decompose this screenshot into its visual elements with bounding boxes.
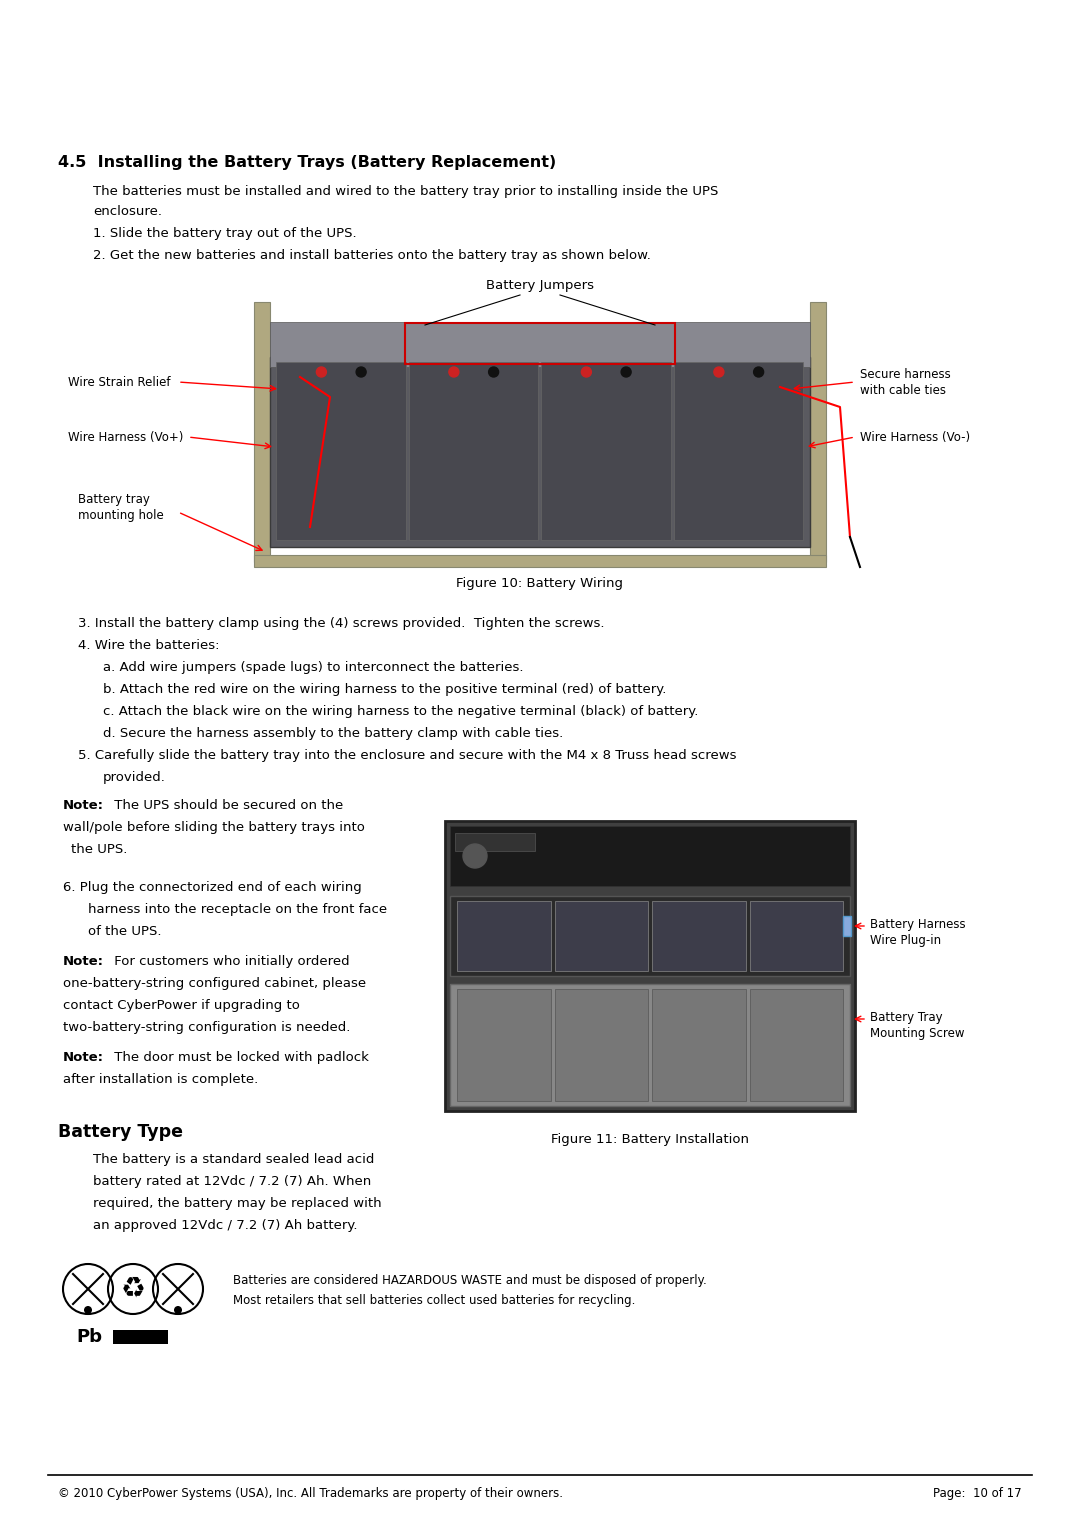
Text: Battery Tray: Battery Tray — [870, 1011, 943, 1025]
Text: Mounting Screw: Mounting Screw — [870, 1028, 964, 1040]
Circle shape — [463, 844, 487, 867]
FancyBboxPatch shape — [270, 357, 810, 547]
Text: Wire Plug-in: Wire Plug-in — [870, 935, 941, 947]
Text: Figure 10: Battery Wiring: Figure 10: Battery Wiring — [457, 577, 623, 589]
Text: a. Add wire jumpers (spade lugs) to interconnect the batteries.: a. Add wire jumpers (spade lugs) to inte… — [103, 661, 524, 673]
Text: Most retailers that sell batteries collect used batteries for recycling.: Most retailers that sell batteries colle… — [233, 1293, 635, 1307]
Text: 4. Wire the batteries:: 4. Wire the batteries: — [78, 638, 219, 652]
FancyBboxPatch shape — [843, 916, 851, 936]
Text: Battery Type: Battery Type — [58, 1122, 183, 1141]
FancyBboxPatch shape — [276, 362, 405, 541]
Text: of the UPS.: of the UPS. — [87, 925, 162, 938]
FancyBboxPatch shape — [270, 322, 810, 366]
FancyBboxPatch shape — [750, 989, 843, 1101]
Text: mounting hole: mounting hole — [78, 508, 164, 522]
FancyBboxPatch shape — [254, 554, 826, 567]
Text: with cable ties: with cable ties — [860, 383, 946, 397]
Text: Batteries are considered HAZARDOUS WASTE and must be disposed of properly.: Batteries are considered HAZARDOUS WASTE… — [233, 1274, 706, 1287]
Text: © 2010 CyberPower Systems (USA), Inc. All Trademarks are property of their owner: © 2010 CyberPower Systems (USA), Inc. Al… — [58, 1487, 563, 1500]
FancyBboxPatch shape — [457, 989, 551, 1101]
FancyBboxPatch shape — [457, 901, 551, 971]
Text: an approved 12Vdc / 7.2 (7) Ah battery.: an approved 12Vdc / 7.2 (7) Ah battery. — [93, 1219, 357, 1232]
Circle shape — [754, 366, 764, 377]
Text: Battery Harness: Battery Harness — [870, 918, 966, 931]
Circle shape — [581, 366, 592, 377]
Text: provided.: provided. — [103, 771, 166, 783]
Text: Figure 11: Battery Installation: Figure 11: Battery Installation — [551, 1133, 750, 1145]
FancyBboxPatch shape — [554, 901, 648, 971]
Text: Battery tray: Battery tray — [78, 493, 150, 505]
Text: enclosure.: enclosure. — [93, 205, 162, 218]
FancyBboxPatch shape — [455, 834, 535, 851]
Text: The door must be locked with padlock: The door must be locked with padlock — [110, 1051, 369, 1064]
FancyBboxPatch shape — [254, 302, 270, 562]
Text: Wire Strain Relief: Wire Strain Relief — [68, 376, 171, 388]
FancyBboxPatch shape — [750, 901, 843, 971]
FancyBboxPatch shape — [674, 362, 804, 541]
Text: The battery is a standard sealed lead acid: The battery is a standard sealed lead ac… — [93, 1153, 375, 1167]
Text: Secure harness: Secure harness — [860, 368, 950, 380]
Text: 3. Install the battery clamp using the (4) screws provided.  Tighten the screws.: 3. Install the battery clamp using the (… — [78, 617, 605, 631]
Circle shape — [316, 366, 326, 377]
Text: Wire Harness (Vo-): Wire Harness (Vo-) — [860, 431, 970, 443]
Text: Battery Jumpers: Battery Jumpers — [486, 279, 594, 292]
Text: two-battery-string configuration is needed.: two-battery-string configuration is need… — [63, 1022, 350, 1034]
Text: d. Secure the harness assembly to the battery clamp with cable ties.: d. Secure the harness assembly to the ba… — [103, 727, 564, 741]
Text: wall/pole before sliding the battery trays into: wall/pole before sliding the battery tra… — [63, 822, 365, 834]
FancyBboxPatch shape — [445, 822, 855, 1112]
Text: Pb: Pb — [76, 1328, 102, 1345]
Text: 4.5  Installing the Battery Trays (Battery Replacement): 4.5 Installing the Battery Trays (Batter… — [58, 156, 556, 169]
FancyBboxPatch shape — [450, 826, 850, 886]
Text: required, the battery may be replaced with: required, the battery may be replaced wi… — [93, 1197, 381, 1209]
FancyBboxPatch shape — [408, 362, 538, 541]
Circle shape — [621, 366, 631, 377]
FancyBboxPatch shape — [450, 983, 850, 1106]
Text: harness into the receptacle on the front face: harness into the receptacle on the front… — [87, 902, 387, 916]
Text: The UPS should be secured on the: The UPS should be secured on the — [110, 799, 343, 812]
Text: 6. Plug the connectorized end of each wiring: 6. Plug the connectorized end of each wi… — [63, 881, 362, 893]
Text: 2. Get the new batteries and install batteries onto the battery tray as shown be: 2. Get the new batteries and install bat… — [93, 249, 651, 263]
Text: For customers who initially ordered: For customers who initially ordered — [110, 954, 350, 968]
Text: contact CyberPower if upgrading to: contact CyberPower if upgrading to — [63, 999, 300, 1012]
FancyBboxPatch shape — [450, 896, 850, 976]
Circle shape — [488, 366, 499, 377]
Text: Note:: Note: — [63, 799, 104, 812]
Text: battery rated at 12Vdc / 7.2 (7) Ah. When: battery rated at 12Vdc / 7.2 (7) Ah. Whe… — [93, 1174, 372, 1188]
Text: The batteries must be installed and wired to the battery tray prior to installin: The batteries must be installed and wire… — [93, 185, 718, 199]
Circle shape — [449, 366, 459, 377]
FancyBboxPatch shape — [554, 989, 648, 1101]
FancyBboxPatch shape — [652, 901, 745, 971]
Text: after installation is complete.: after installation is complete. — [63, 1073, 258, 1086]
FancyBboxPatch shape — [113, 1330, 168, 1344]
Circle shape — [356, 366, 366, 377]
Text: Wire Harness (Vo+): Wire Harness (Vo+) — [68, 431, 184, 443]
Text: the UPS.: the UPS. — [71, 843, 127, 857]
Text: 5. Carefully slide the battery tray into the enclosure and secure with the M4 x : 5. Carefully slide the battery tray into… — [78, 750, 737, 762]
Text: Page:  10 of 17: Page: 10 of 17 — [933, 1487, 1022, 1500]
Circle shape — [84, 1306, 92, 1315]
FancyBboxPatch shape — [541, 362, 671, 541]
FancyBboxPatch shape — [652, 989, 745, 1101]
FancyBboxPatch shape — [810, 302, 826, 562]
Text: 1. Slide the battery tray out of the UPS.: 1. Slide the battery tray out of the UPS… — [93, 228, 356, 240]
Text: Note:: Note: — [63, 954, 104, 968]
Text: ♻: ♻ — [121, 1275, 146, 1303]
Circle shape — [174, 1306, 183, 1315]
Circle shape — [714, 366, 724, 377]
Text: Note:: Note: — [63, 1051, 104, 1064]
Text: one-battery-string configured cabinet, please: one-battery-string configured cabinet, p… — [63, 977, 366, 989]
Text: b. Attach the red wire on the wiring harness to the positive terminal (red) of b: b. Attach the red wire on the wiring har… — [103, 683, 666, 696]
Text: c. Attach the black wire on the wiring harness to the negative terminal (black) : c. Attach the black wire on the wiring h… — [103, 705, 699, 718]
